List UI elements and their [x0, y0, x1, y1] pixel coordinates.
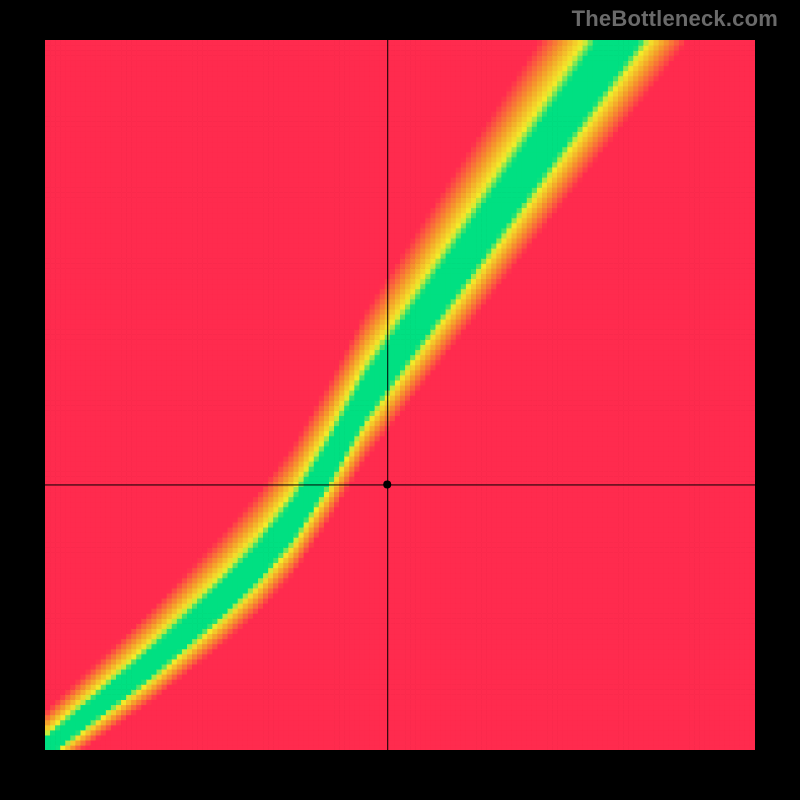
plot-area	[45, 40, 755, 750]
bottleneck-heatmap	[45, 40, 755, 750]
chart-frame: TheBottleneck.com	[0, 0, 800, 800]
watermark-text: TheBottleneck.com	[572, 6, 778, 32]
